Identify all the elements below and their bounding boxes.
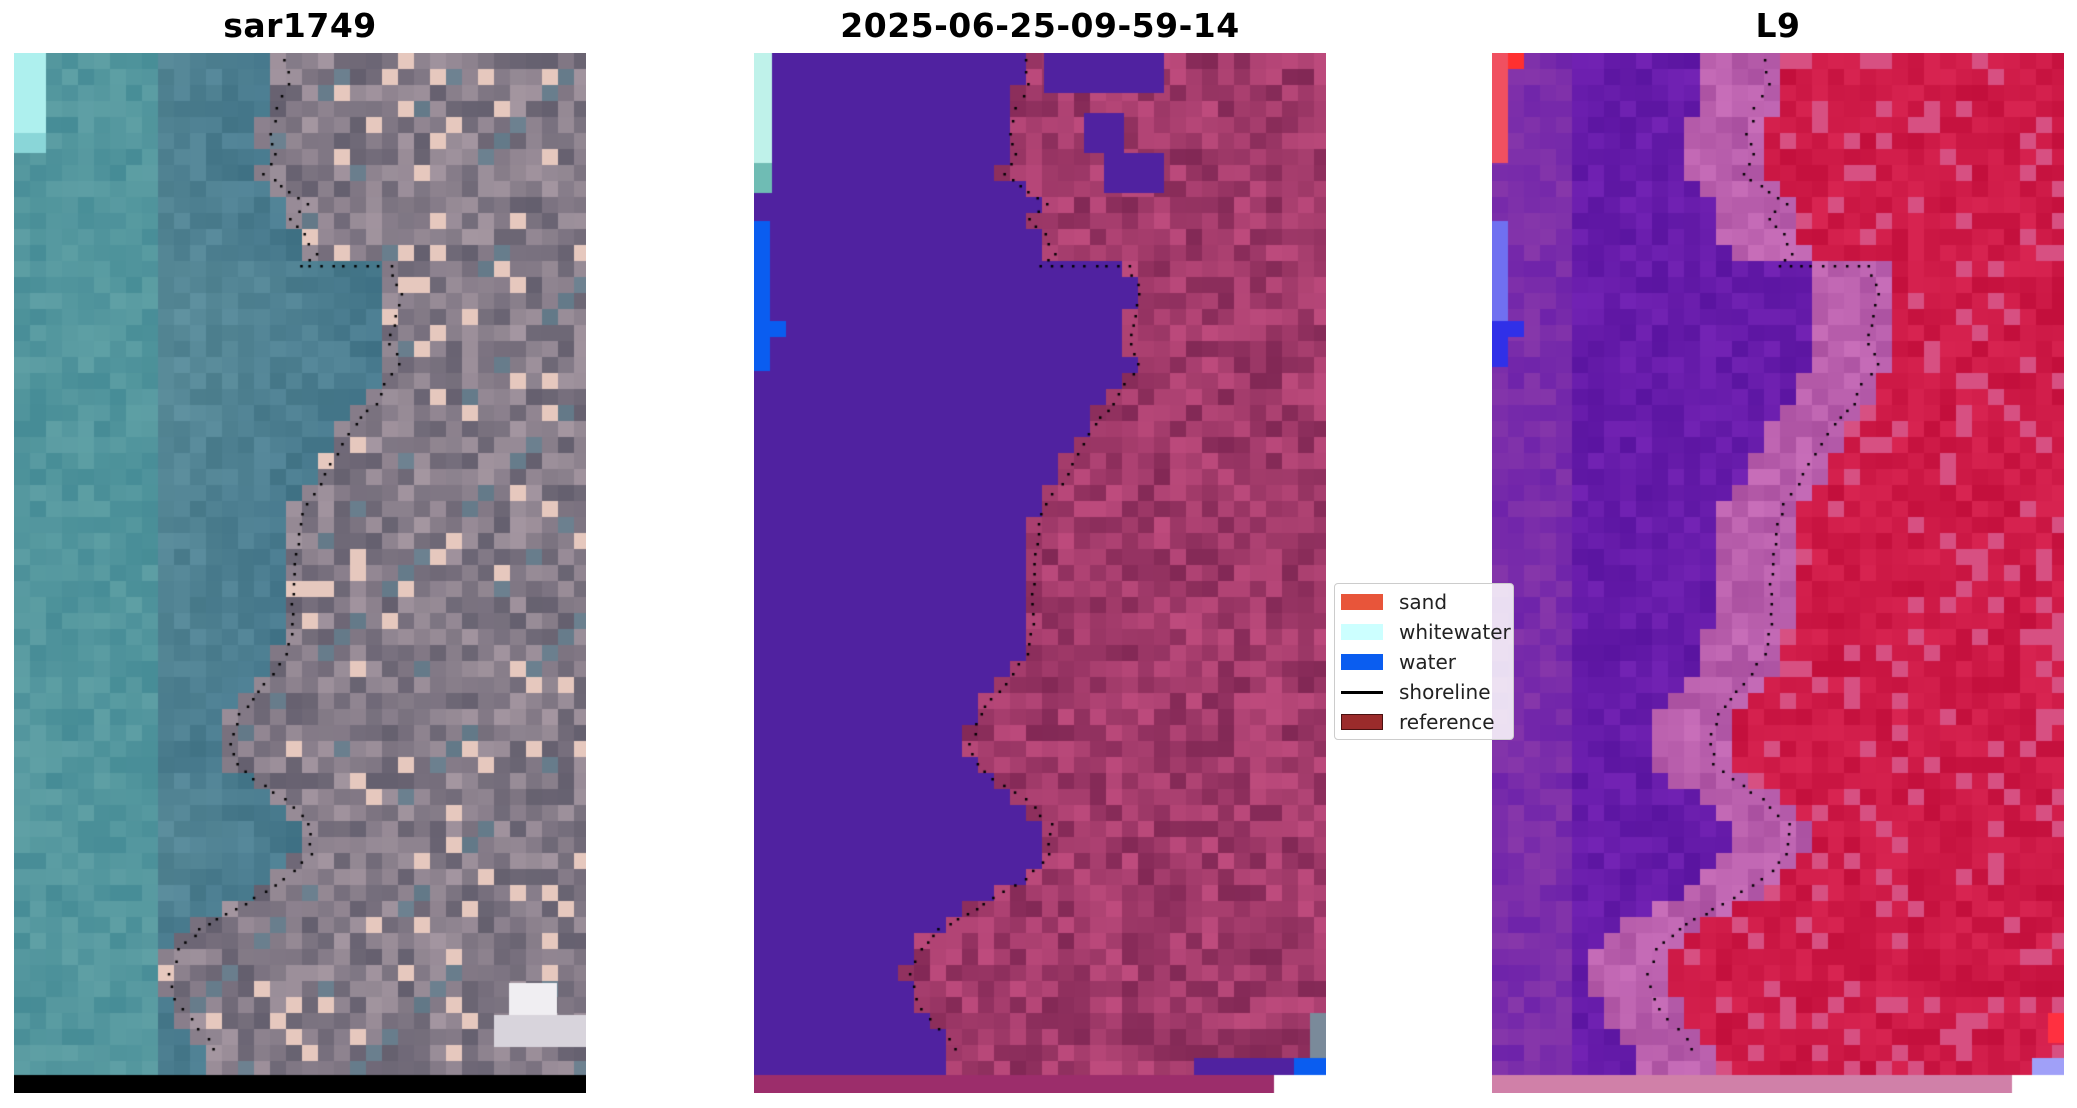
legend-item-whitewater: whitewater: [1341, 620, 1511, 644]
legend-label-water: water: [1399, 650, 1456, 674]
legend-item-sand: sand: [1341, 590, 1447, 614]
panel-title-3: L9: [1755, 6, 1801, 45]
legend-swatch-reference: [1341, 714, 1383, 730]
legend: sand whitewater water shoreline referenc…: [1334, 583, 1514, 740]
rgb-image-canvas: [14, 53, 586, 1093]
legend-swatch-water: [1341, 654, 1383, 670]
water-index-canvas: [1492, 53, 2064, 1093]
legend-label-sand: sand: [1399, 590, 1448, 614]
legend-swatch-whitewater: [1341, 624, 1383, 640]
legend-label-whitewater: whitewater: [1399, 620, 1511, 644]
legend-item-reference: reference: [1341, 710, 1495, 734]
legend-label-shoreline: shoreline: [1399, 680, 1491, 704]
legend-item-shoreline: shoreline: [1341, 680, 1491, 704]
classified-image-panel: [754, 53, 1326, 1093]
classified-image-canvas: [754, 53, 1326, 1093]
legend-label-reference: reference: [1399, 710, 1495, 734]
legend-swatch-sand: [1341, 594, 1383, 610]
panel-title-1: sar1749: [223, 6, 377, 45]
water-index-panel: [1492, 53, 2064, 1093]
rgb-image-panel: [14, 53, 586, 1093]
panel-title-2: 2025-06-25-09-59-14: [840, 6, 1240, 45]
legend-line-shoreline: [1341, 690, 1383, 694]
legend-item-water: water: [1341, 650, 1456, 674]
